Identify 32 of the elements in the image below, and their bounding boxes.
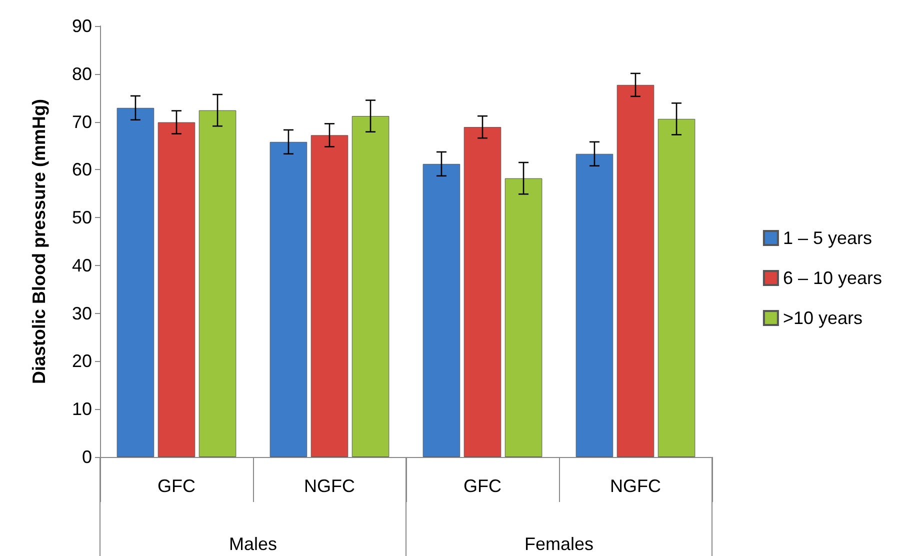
y-tick-label: 70 <box>72 112 92 132</box>
y-tick-label: 50 <box>72 208 92 228</box>
y-tick-label: 0 <box>82 447 92 467</box>
legend-label: >10 years <box>782 308 862 328</box>
bar <box>116 108 154 457</box>
bar <box>504 178 542 457</box>
legend-label: 6 – 10 years <box>782 268 882 288</box>
bar <box>422 164 460 457</box>
bar <box>576 154 614 457</box>
x-tick-label: NGFC <box>610 476 661 496</box>
bar <box>658 118 696 457</box>
y-tick-label: 60 <box>72 160 92 180</box>
bar <box>198 110 236 457</box>
bar <box>616 84 654 457</box>
text: Females <box>524 534 594 554</box>
y-tick-label: 10 <box>72 399 92 420</box>
legend-label: 1 – 5 years <box>782 228 872 248</box>
bar <box>310 135 348 457</box>
x-tick-label: GFC <box>158 476 196 496</box>
bar <box>158 122 196 457</box>
y-tick-label: 20 <box>72 351 92 372</box>
text: Males <box>228 534 278 554</box>
bar <box>270 142 308 457</box>
x-tick-label: GFC <box>464 476 502 496</box>
bar <box>464 127 502 457</box>
x-tick-label: NGFC <box>304 476 355 496</box>
y-tick-label: 30 <box>72 303 92 324</box>
y-tick-label: 90 <box>72 16 92 36</box>
bar <box>352 116 390 457</box>
y-tick-label: 80 <box>72 64 92 84</box>
y-axis-title: Diastolic Blood pressure (mmHg) <box>29 98 49 384</box>
y-tick-label: 40 <box>72 255 92 276</box>
